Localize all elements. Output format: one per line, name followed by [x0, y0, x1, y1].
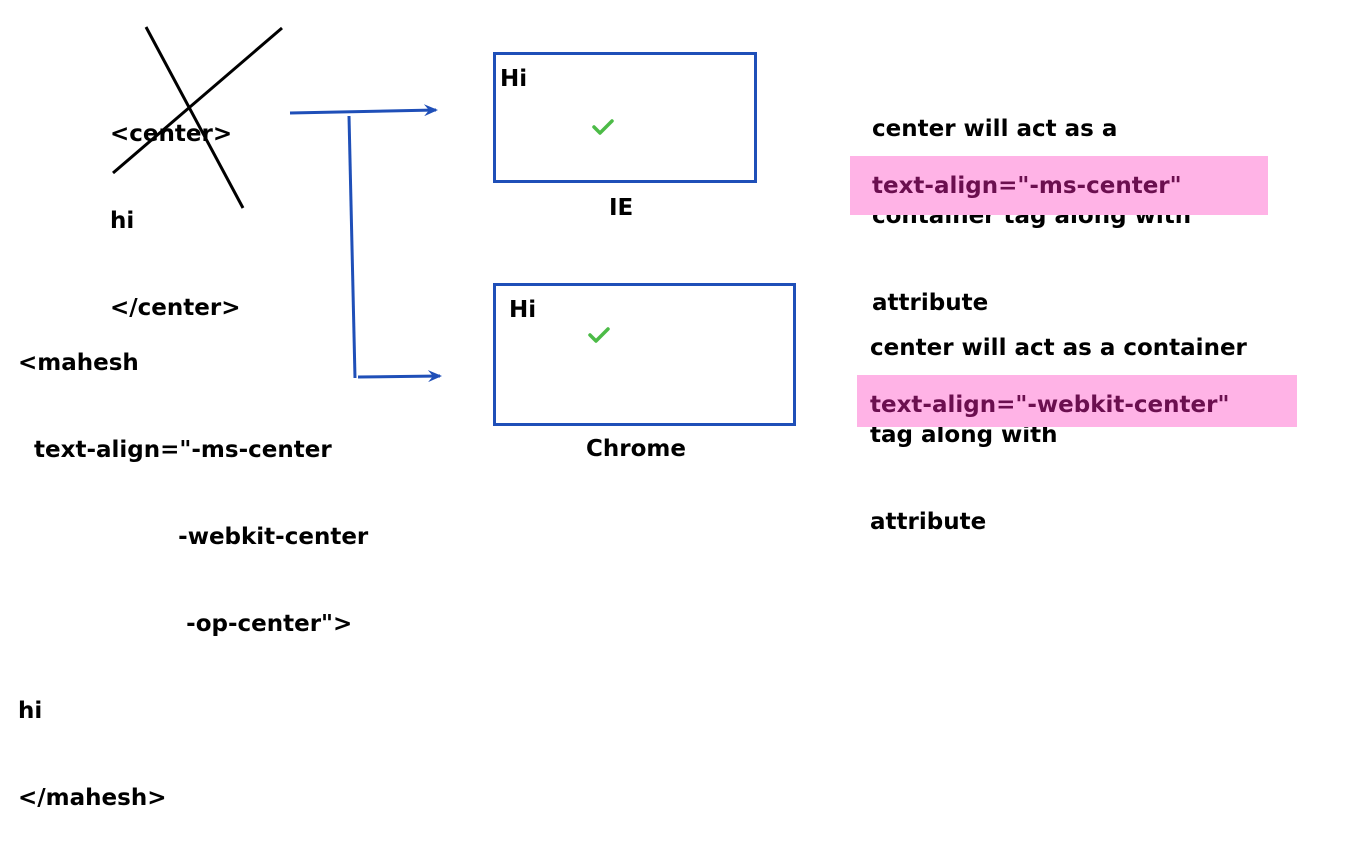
old-code-line: </center>: [110, 295, 241, 321]
old-code-line: hi: [110, 208, 135, 234]
chrome-render-box: Hi: [493, 283, 796, 426]
custom-code-line: -op-center">: [18, 611, 353, 637]
chrome-attribute-text: text-align="-webkit-center": [870, 392, 1230, 418]
custom-code-line: </mahesh>: [18, 785, 167, 811]
chrome-box-text: Hi: [509, 297, 537, 323]
custom-code-line: -webkit-center: [18, 524, 369, 550]
connector-line: [347, 115, 357, 379]
ie-render-box: Hi: [493, 52, 757, 183]
cross-out-mark: [144, 26, 245, 209]
arrow-icon: [357, 370, 442, 383]
ie-label: IE: [609, 195, 634, 221]
custom-code-line: text-align="-ms-center: [18, 437, 332, 463]
ie-note-line: attribute: [872, 290, 989, 316]
ie-attribute-highlight: text-align="-ms-center": [850, 156, 1268, 215]
check-icon: [588, 327, 610, 343]
old-code-line: <center>: [110, 121, 233, 147]
ie-box-text: Hi: [500, 66, 528, 92]
ie-note-line: center will act as a: [872, 116, 1118, 142]
arrow-icon: [289, 104, 438, 117]
ie-attribute-text: text-align="-ms-center": [872, 173, 1182, 199]
old-code-block: <center> hi </center>: [110, 62, 241, 352]
chrome-note-line: attribute: [870, 509, 987, 535]
chrome-attribute-highlight: text-align="-webkit-center": [857, 375, 1297, 427]
diagram-lines: [112, 26, 442, 383]
chrome-note-line: center will act as a container: [870, 335, 1247, 361]
custom-code-line: <mahesh: [18, 350, 139, 376]
cross-out-mark: [112, 26, 283, 175]
custom-code-line: hi: [18, 698, 43, 724]
check-icon: [592, 119, 614, 135]
chrome-label: Chrome: [586, 436, 686, 462]
